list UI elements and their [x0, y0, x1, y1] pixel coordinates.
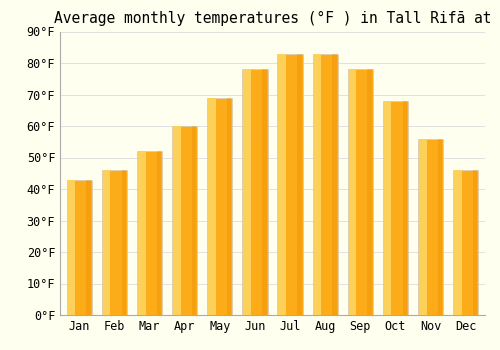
- Bar: [172, 126, 198, 315]
- Bar: [227, 98, 232, 315]
- Bar: [173, 126, 180, 315]
- Bar: [278, 54, 302, 315]
- Bar: [453, 170, 478, 315]
- Bar: [122, 170, 126, 315]
- Bar: [368, 69, 372, 315]
- Title: Average monthly temperatures (°F ) in Tall Rifā at: Average monthly temperatures (°F ) in Ta…: [54, 11, 491, 26]
- Bar: [418, 139, 443, 315]
- Bar: [68, 180, 76, 315]
- Bar: [419, 139, 426, 315]
- Bar: [66, 180, 92, 315]
- Bar: [137, 151, 162, 315]
- Bar: [138, 151, 145, 315]
- Bar: [348, 69, 373, 315]
- Bar: [208, 98, 216, 315]
- Bar: [383, 101, 408, 315]
- Bar: [438, 139, 442, 315]
- Bar: [384, 101, 392, 315]
- Bar: [103, 170, 110, 315]
- Bar: [262, 69, 266, 315]
- Bar: [402, 101, 407, 315]
- Bar: [242, 69, 268, 315]
- Bar: [348, 69, 356, 315]
- Bar: [312, 54, 338, 315]
- Bar: [156, 151, 161, 315]
- Bar: [314, 54, 321, 315]
- Bar: [278, 54, 286, 315]
- Bar: [244, 69, 251, 315]
- Bar: [454, 170, 462, 315]
- Bar: [86, 180, 91, 315]
- Bar: [192, 126, 196, 315]
- Bar: [473, 170, 478, 315]
- Bar: [207, 98, 233, 315]
- Bar: [297, 54, 302, 315]
- Bar: [102, 170, 127, 315]
- Bar: [332, 54, 337, 315]
